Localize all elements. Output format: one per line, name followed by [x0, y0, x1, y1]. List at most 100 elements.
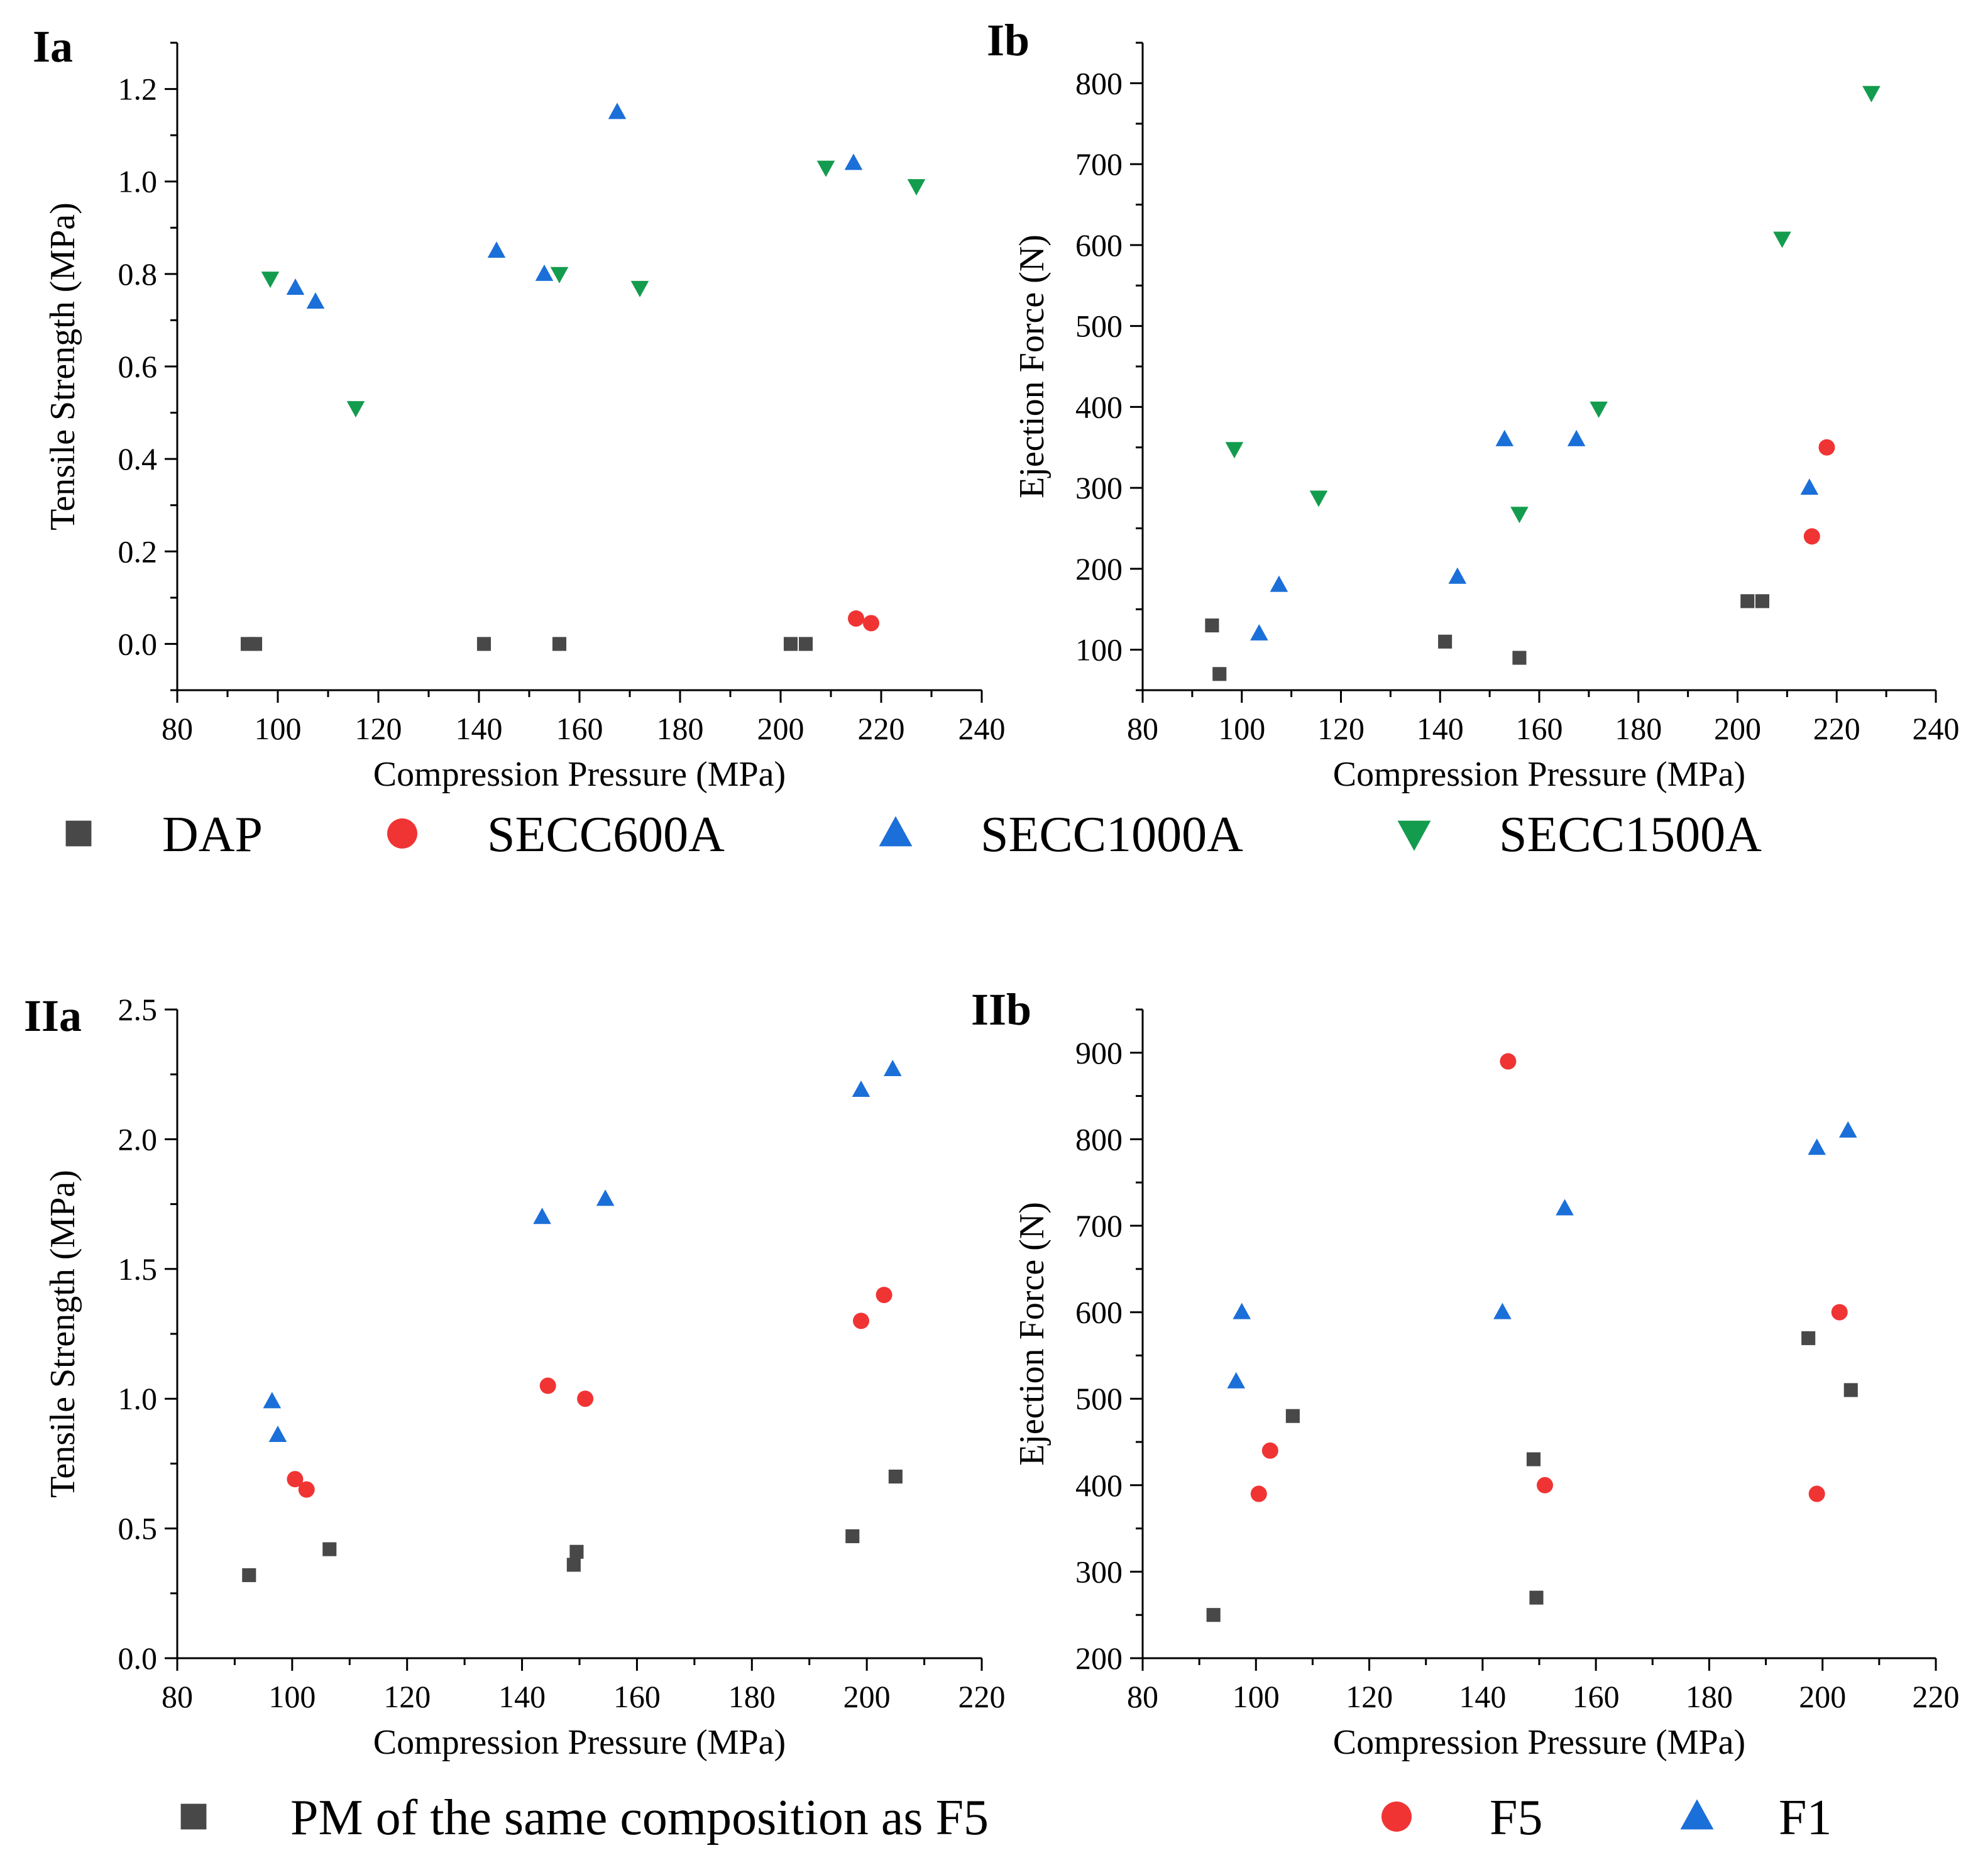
panel-ia-x-tick-label: 100 — [255, 711, 302, 746]
panel-ia-data-point-secc1500a — [550, 267, 569, 283]
panel-ib-data-point-dap — [1212, 667, 1227, 681]
panel-iib-label: IIb — [971, 984, 1031, 1035]
panel-ia-y-tick-label: 0.6 — [118, 349, 158, 384]
legend-top-marker-secc600a — [387, 818, 417, 849]
panel-ia-y-tick-label: 1.0 — [118, 164, 158, 199]
panel-iib-data-point-f1 — [1838, 1121, 1857, 1138]
panel-ia-data-point-secc600a — [848, 610, 864, 627]
panel-iib-y-tick-label: 600 — [1075, 1295, 1123, 1330]
panel-ib-y-tick-label: 700 — [1075, 146, 1123, 182]
panel-iib-data-point-f1 — [1227, 1372, 1246, 1389]
panel-iia-data-point-f1 — [596, 1189, 615, 1206]
panel-iib-data-point-pm-of-the-same-composition-as-f5 — [1529, 1590, 1544, 1605]
panel-ia-series-secc1500a — [261, 160, 926, 418]
panel-ia-data-point-secc1000a — [535, 264, 554, 281]
panel-ia-x-tick-label: 120 — [355, 711, 402, 746]
panel-ia-y-tick-label: 0.2 — [118, 534, 158, 569]
panel-ib-data-point-secc1500a — [1309, 490, 1328, 507]
panel-ia-x-tick-label: 140 — [456, 711, 503, 746]
panel-ia-data-point-secc1000a — [844, 153, 863, 170]
panel-iia-y-tick-label: 2.0 — [118, 1121, 158, 1157]
panel-iib-y-tick-label: 900 — [1075, 1035, 1123, 1070]
panel-ia-x-tick-label: 180 — [657, 711, 704, 746]
panel-iib-data-point-f5 — [1500, 1053, 1517, 1070]
panel-iib-y-tick-label: 700 — [1075, 1208, 1123, 1243]
panel-ib-axes — [1141, 43, 1936, 691]
panel-iia-y-axis-title: Tensile Strength (MPa) — [43, 1170, 82, 1498]
panel-ib-data-point-secc600a — [1818, 439, 1835, 456]
panel-iia-y-tick-label: 1.5 — [118, 1252, 158, 1287]
panel-iia-x-tick-label: 220 — [958, 1679, 1006, 1714]
panel-ib-x-tick-label: 100 — [1218, 711, 1265, 746]
panel-ib-y-tick-label: 300 — [1075, 470, 1123, 505]
panel-ia-series-secc600a — [848, 610, 879, 632]
panel-ia-x-tick-label: 200 — [757, 711, 805, 746]
panel-ia-data-point-dap — [248, 637, 263, 651]
panel-iib-y-tick-label: 400 — [1075, 1468, 1123, 1503]
legend-top: DAP SECC600A SECC1000A SECC1500A — [65, 807, 1762, 862]
panel-ib-data-point-secc1000a — [1495, 429, 1514, 446]
panel-iib-x-tick-label: 200 — [1799, 1679, 1846, 1714]
panel-iia-y-tick-label: 1.0 — [118, 1381, 158, 1416]
panel-iia-data-point-f1 — [263, 1392, 282, 1409]
legend-bottom-label-f1: F1 — [1779, 1790, 1832, 1846]
panel-iia-y-tick-label: 2.5 — [118, 992, 158, 1027]
panel-ib-x-tick-label: 200 — [1714, 711, 1761, 746]
panel-iia-data-point-f1 — [883, 1059, 902, 1076]
panel-iia-data-point-pm-of-the-same-composition-as-f5 — [322, 1542, 337, 1556]
panel-iib-data-point-f1 — [1556, 1199, 1574, 1216]
panel-ib-data-point-dap — [1740, 594, 1755, 608]
panel-iib-y-tick-label: 500 — [1075, 1381, 1123, 1416]
panel-ia-x-axis-title: Compression Pressure (MPa) — [373, 755, 786, 794]
panel-ib-x-tick-label: 140 — [1417, 711, 1464, 746]
panel-ib-data-point-secc1500a — [1225, 442, 1244, 459]
panel-iib-x-tick-label: 220 — [1913, 1679, 1960, 1714]
panel-ib-data-point-dap — [1512, 651, 1527, 665]
legend-bottom-marker-f5 — [1381, 1802, 1412, 1832]
panel-ia-y-tick-label: 0.4 — [118, 441, 158, 476]
panel-ia-data-point-secc1500a — [346, 401, 365, 418]
legend-bottom-item-f1: F1 — [1680, 1790, 1832, 1846]
panel-ib-x-tick-label: 220 — [1813, 711, 1860, 746]
panel-iia-series-pm-of-the-same-composition-as-f5 — [242, 1469, 903, 1582]
panel-ib-data-point-secc1500a — [1510, 507, 1529, 524]
panel-iia-x-tick-label: 120 — [383, 1679, 431, 1714]
panel-iib-y-tick-label: 800 — [1075, 1121, 1123, 1157]
legend-top-marker-dap — [65, 820, 92, 847]
panel-ia-x-tick-label: 160 — [556, 711, 603, 746]
panel-iib-series-pm-of-the-same-composition-as-f5 — [1206, 1331, 1858, 1622]
panel-ia-data-point-secc1500a — [630, 280, 649, 297]
panel-ib-data-point-secc1500a — [1590, 401, 1608, 418]
panel-iia-data-point-pm-of-the-same-composition-as-f5 — [566, 1558, 581, 1572]
panel-ib-data-point-dap — [1755, 594, 1769, 608]
panel-iib-x-tick-label: 160 — [1573, 1679, 1620, 1714]
panel-ia-data-point-secc1000a — [286, 278, 305, 295]
panel-ia-data-point-dap — [552, 637, 567, 651]
panel-ib-series-secc600a — [1803, 439, 1835, 545]
panel-iia-data-point-f5 — [876, 1287, 892, 1304]
panel-ia-data-point-secc1500a — [907, 179, 926, 196]
panel-iia-data-point-pm-of-the-same-composition-as-f5 — [242, 1568, 256, 1582]
legend-bottom-item-pm-of-the-same-composition-as-f5: PM of the same composition as F5 — [180, 1790, 989, 1846]
panel-ib-x-tick-label: 120 — [1317, 711, 1365, 746]
panel-iia-x-tick-label: 160 — [613, 1679, 661, 1714]
panel-ib-x-tick-label: 160 — [1516, 711, 1563, 746]
panel-ia-series-dap — [240, 637, 813, 651]
panel-iib-data-point-pm-of-the-same-composition-as-f5 — [1285, 1409, 1300, 1423]
panel-iib-x-tick-label: 100 — [1233, 1679, 1280, 1714]
panel-ia-data-point-dap — [798, 637, 813, 651]
panel-iia-data-point-f1 — [268, 1426, 287, 1443]
panel-ib-label: Ib — [987, 15, 1030, 65]
panel-iia-y-tick-label: 0.5 — [118, 1511, 158, 1546]
legend-top-label-secc1000a: SECC1000A — [980, 807, 1243, 862]
panel-ib-data-point-secc1500a — [1773, 231, 1791, 248]
legend-top-label-secc600a: SECC600A — [487, 807, 725, 862]
panel-iib-x-tick-label: 120 — [1346, 1679, 1393, 1714]
panel-iib-data-point-f5 — [1261, 1442, 1278, 1459]
legend-bottom-item-f5: F5 — [1381, 1790, 1543, 1846]
panel-ia-data-point-secc1000a — [608, 102, 627, 119]
panel-iib-data-point-f5 — [1831, 1304, 1848, 1321]
panel-iia-data-point-f5 — [853, 1312, 869, 1329]
panel-ib-data-point-secc1000a — [1250, 624, 1268, 641]
panel-iia-data-point-f5 — [539, 1377, 556, 1394]
